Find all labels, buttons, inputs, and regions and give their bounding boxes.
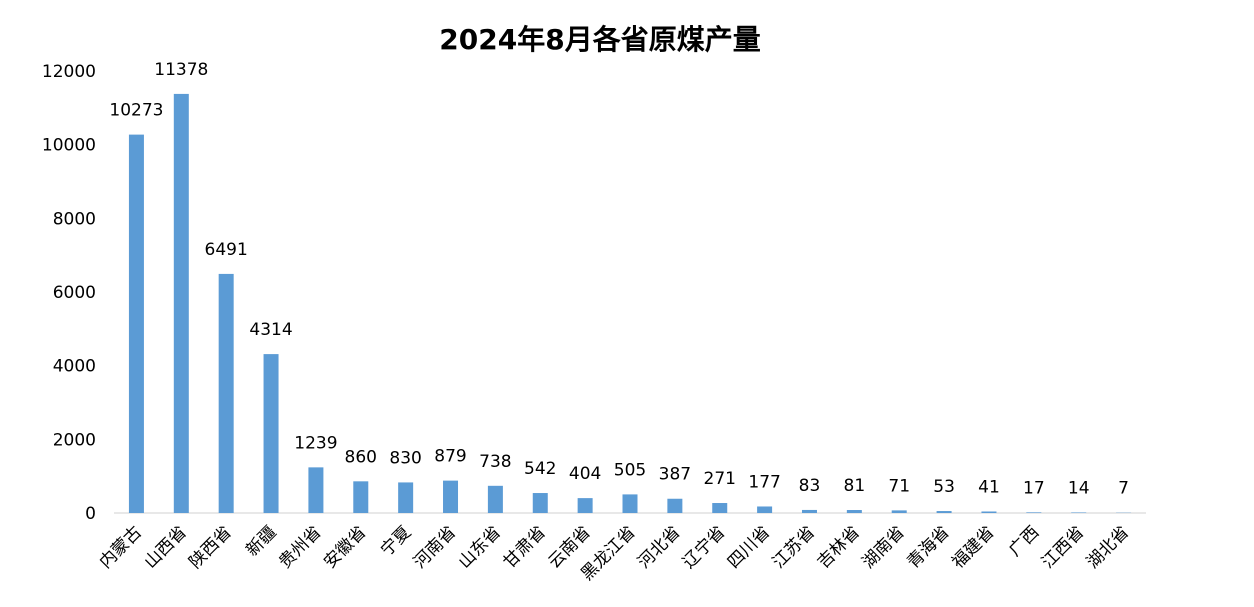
y-tick-label: 0 <box>85 504 96 524</box>
category-label: 陕西省 <box>186 522 236 572</box>
category-label: 河南省 <box>410 522 460 572</box>
data-label: 177 <box>748 472 780 492</box>
bar <box>981 511 997 513</box>
category-label: 江西省 <box>1038 522 1088 572</box>
data-label: 387 <box>659 465 691 485</box>
bar <box>532 493 548 513</box>
bar <box>398 482 414 513</box>
category-label: 甘肃省 <box>500 522 550 572</box>
data-label: 53 <box>933 477 955 497</box>
data-label: 6491 <box>205 240 248 260</box>
data-label: 830 <box>389 448 421 468</box>
data-label: 71 <box>888 476 910 496</box>
category-label: 青海省 <box>903 522 953 572</box>
y-tick-label: 8000 <box>53 209 96 229</box>
category-label: 河北省 <box>634 522 684 572</box>
bar <box>308 467 324 513</box>
bar <box>1071 512 1087 513</box>
data-label: 505 <box>614 460 646 480</box>
category-label: 吉林省 <box>814 522 864 572</box>
y-tick-label: 4000 <box>53 357 96 377</box>
category-label: 内蒙古 <box>96 522 146 572</box>
bar <box>801 509 817 513</box>
category-label: 湖北省 <box>1083 522 1133 572</box>
data-label: 17 <box>1023 478 1045 498</box>
bar <box>487 485 503 513</box>
data-label: 879 <box>434 447 466 467</box>
bar <box>218 273 234 513</box>
bar <box>936 511 952 513</box>
y-tick-label: 2000 <box>53 430 96 450</box>
data-label: 10273 <box>109 101 163 121</box>
data-label: 404 <box>569 464 601 484</box>
bar <box>443 480 459 513</box>
category-label: 湖南省 <box>859 522 909 572</box>
category-label: 宁夏 <box>377 522 415 560</box>
category-label: 江苏省 <box>769 522 819 572</box>
bar <box>577 498 593 513</box>
category-label: 新疆 <box>242 522 280 560</box>
y-tick-label: 12000 <box>42 62 96 82</box>
data-label: 41 <box>978 477 1000 497</box>
data-label: 542 <box>524 459 556 479</box>
bar <box>757 506 773 513</box>
data-label: 738 <box>479 452 511 472</box>
bar <box>891 510 907 513</box>
bar <box>667 498 683 513</box>
data-label: 81 <box>844 476 866 496</box>
data-label: 4314 <box>249 320 292 340</box>
data-label: 860 <box>345 447 377 467</box>
data-label: 7 <box>1118 479 1129 499</box>
category-label: 广西 <box>1005 522 1043 560</box>
bar <box>173 93 189 513</box>
category-label: 安徽省 <box>320 522 370 572</box>
bar <box>1026 512 1042 513</box>
bar <box>263 354 279 513</box>
data-label: 83 <box>799 476 821 496</box>
bar <box>846 510 862 513</box>
bar <box>712 503 728 513</box>
category-label: 山东省 <box>455 522 505 572</box>
bar <box>353 481 369 513</box>
y-tick-label: 6000 <box>53 283 96 303</box>
category-label: 辽宁省 <box>679 522 729 572</box>
category-label: 福建省 <box>948 522 998 572</box>
category-label: 山西省 <box>141 522 191 572</box>
category-label: 贵州省 <box>275 522 325 572</box>
chart-title: 2024年8月各省原煤产量 <box>439 23 761 56</box>
category-label: 四川省 <box>724 522 774 572</box>
data-label: 1239 <box>294 433 337 453</box>
y-tick-label: 10000 <box>42 136 96 156</box>
bar <box>128 134 144 514</box>
data-label: 11378 <box>154 60 208 80</box>
bar <box>622 494 638 513</box>
data-label: 271 <box>704 469 736 489</box>
data-label: 14 <box>1068 478 1090 498</box>
